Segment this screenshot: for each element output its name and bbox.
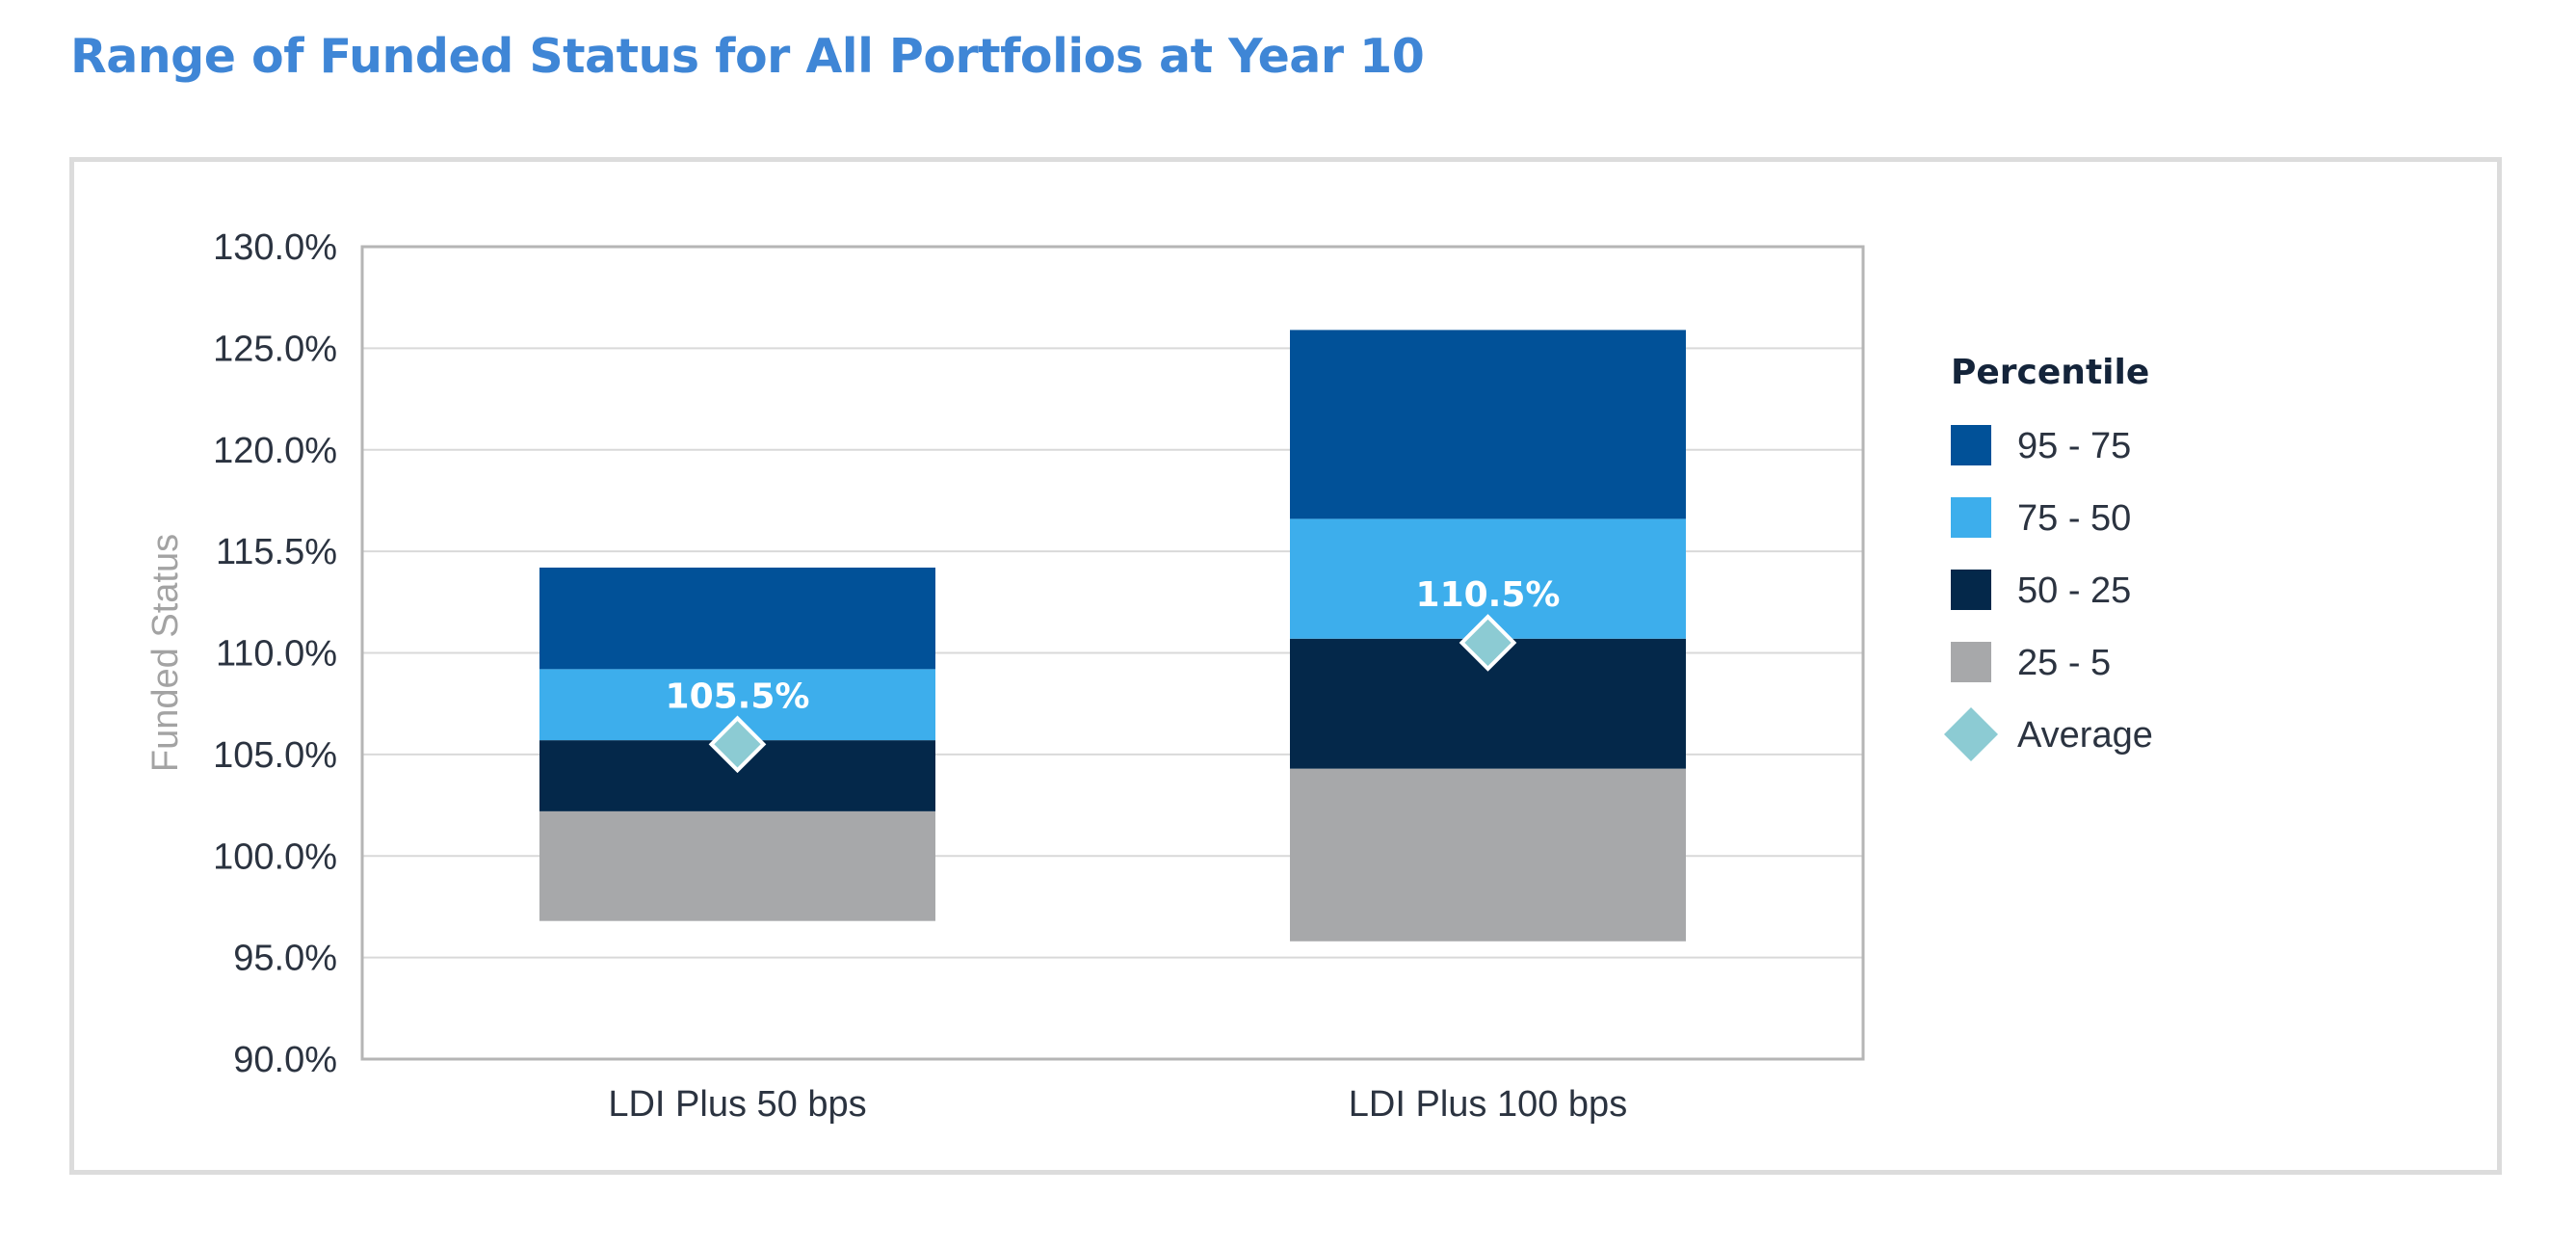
chart-panel: 90.0% 95.0% 100.0% 105.0% 110.0% 115.5% 120.0%… [69,157,2502,1175]
legend-label: 75 - 50 [2017,498,2131,539]
average-data-label: 110.5% [1416,575,1561,615]
y-tick-label: 130.0% [213,227,337,268]
y-tick-label: 115.5% [216,532,337,572]
average-marker [1459,614,1517,672]
funded-status-chart: 90.0% 95.0% 100.0% 105.0% 110.0% 115.5% 120.0%… [145,227,2153,1125]
legend-label: 50 - 25 [2017,570,2131,611]
legend-label: Average [2017,715,2153,756]
average-marker [708,715,767,774]
legend-title: Percentile [1951,353,2149,392]
y-tick-label: 100.0% [213,836,337,877]
legend-swatch [1951,497,1991,538]
bar-segment [539,567,935,670]
bar-segment [539,810,935,921]
legend-label: 25 - 5 [2017,643,2111,683]
legend-swatch [1951,642,1991,682]
y-tick-label: 95.0% [233,939,337,979]
bars [539,330,1686,942]
y-tick-label: 120.0% [213,431,337,471]
y-axis-ticks: 90.0% 95.0% 100.0% 105.0% 110.0% 115.5% 120.0%… [213,227,337,1080]
x-category-label: LDI Plus 100 bps [1349,1084,1627,1125]
y-tick-label: 105.0% [213,735,337,776]
y-axis-label: Funded Status [145,534,186,772]
page-title: Range of Funded Status for All Portfolio… [70,29,1425,84]
legend-swatch [1951,570,1991,610]
legend-average-diamond-icon [1944,707,1998,761]
x-axis-categories: LDI Plus 50 bps LDI Plus 100 bps [608,1084,1627,1125]
x-category-label: LDI Plus 50 bps [608,1084,866,1125]
y-tick-label: 90.0% [233,1040,337,1080]
bar-segment [1290,330,1686,519]
average-data-label: 105.5% [666,677,810,716]
average-markers: 105.5% 110.5% [666,575,1561,774]
bar-segment [1290,768,1686,942]
legend-swatch [1951,425,1991,465]
y-tick-label: 125.0% [213,329,337,369]
y-tick-label: 110.0% [216,634,337,675]
plot-frame [360,245,1865,1061]
legend-label: 95 - 75 [2017,426,2131,466]
legend: Percentile 95 - 75 75 - 50 50 - 25 25 - 5 Ave… [1944,353,2153,761]
